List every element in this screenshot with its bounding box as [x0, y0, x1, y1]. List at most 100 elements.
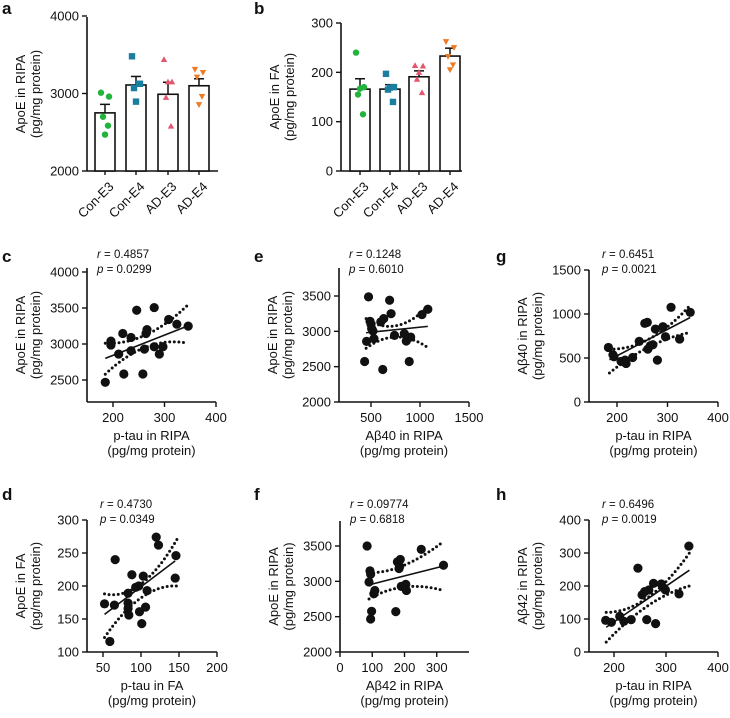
- y-tick-label: 2000: [302, 395, 331, 410]
- y-axis-label: (pg/mg protein): [28, 50, 43, 138]
- data-point: [119, 369, 129, 379]
- data-point: [154, 349, 164, 359]
- x-tick-label: 300: [657, 410, 679, 425]
- bar: [125, 84, 147, 172]
- data-point: [167, 122, 175, 129]
- x-tick-label: 100: [130, 660, 152, 675]
- x-tick-label: 400: [707, 410, 729, 425]
- y-tick-label: 150: [57, 612, 79, 627]
- data-point: [366, 569, 376, 579]
- data-point: [360, 356, 370, 367]
- data-point: [135, 80, 143, 88]
- data-point: [419, 62, 427, 69]
- ci-lower-band: [367, 584, 445, 601]
- data-point: [124, 610, 134, 620]
- p-value-label: p = 0.0021: [601, 264, 657, 276]
- data-point: [385, 295, 395, 305]
- data-point: [666, 302, 676, 312]
- r-value-label: r = 0.4857: [97, 249, 149, 261]
- data-point: [128, 53, 136, 60]
- y-axis-label: (pg/mg protein): [282, 53, 297, 141]
- y-axis-label: ApoE in FA: [267, 64, 282, 129]
- panel-letter: h: [496, 485, 506, 504]
- data-point: [449, 62, 457, 69]
- x-axis-label: p-tau in RIPA: [615, 678, 692, 693]
- regression-line: [104, 325, 188, 360]
- data-point: [100, 377, 110, 387]
- x-tick-label: 1500: [455, 410, 484, 425]
- x-axis-label: p-tau in RIPA: [113, 428, 190, 443]
- x-tick-label: 200: [606, 410, 628, 425]
- y-axis-label: (pg/mg protein): [530, 292, 545, 380]
- bar: [408, 75, 430, 172]
- x-tick-label: 1000: [406, 410, 435, 425]
- data-point: [390, 83, 398, 91]
- y-tick-label: 500: [559, 351, 581, 366]
- data-point: [132, 98, 140, 105]
- data-point: [633, 563, 643, 573]
- data-point: [411, 62, 419, 68]
- y-tick-label: 200: [559, 579, 581, 594]
- y-tick-label: 300: [559, 546, 581, 561]
- y-axis-label: (pg/mg protein): [281, 542, 296, 630]
- y-tick-label: 3000: [50, 86, 79, 101]
- r-value-label: r = 0.09774: [350, 499, 409, 511]
- ci-upper-band: [364, 305, 430, 328]
- data-point: [386, 309, 396, 319]
- data-point: [444, 53, 452, 60]
- y-axis-label: ApoE in RIPA: [266, 547, 281, 626]
- x-axis-label: (pg/mg protein): [360, 693, 448, 708]
- data-point: [172, 319, 182, 329]
- data-point: [104, 122, 112, 129]
- x-tick-label: AD-E4: [173, 179, 211, 217]
- data-point: [199, 70, 207, 76]
- y-tick-label: 100: [559, 612, 581, 627]
- data-point: [642, 615, 652, 625]
- x-tick-label: 200: [102, 410, 124, 425]
- data-point: [644, 585, 654, 595]
- data-point: [416, 544, 426, 554]
- data-point: [415, 69, 423, 75]
- y-tick-label: 4000: [50, 9, 79, 24]
- data-point: [386, 84, 394, 91]
- y-tick-label: 4000: [50, 265, 79, 280]
- p-value-label: p = 0.6010: [348, 264, 404, 276]
- data-point: [684, 541, 694, 551]
- data-point: [368, 326, 378, 336]
- data-point: [164, 78, 172, 85]
- data-point: [101, 131, 109, 138]
- data-point: [354, 91, 362, 98]
- x-tick-label: 200: [394, 660, 416, 675]
- panel-letter: c: [2, 247, 11, 266]
- data-point: [642, 317, 652, 327]
- data-point: [379, 314, 389, 324]
- p-value-label: p = 0.6818: [349, 514, 405, 526]
- y-tick-label: 3000: [302, 324, 331, 339]
- y-tick-label: 250: [57, 546, 79, 561]
- data-point: [418, 89, 426, 96]
- bar: [157, 93, 179, 172]
- y-axis-label: ApoE in RIPA: [265, 295, 280, 374]
- regression-line: [366, 325, 428, 334]
- y-axis-label: (pg/mg protein): [28, 291, 43, 379]
- panel-a: a 2000 3000 4000 ApoE in RIPA (pg/mg protein)…: [2, 0, 218, 221]
- data-point: [651, 619, 661, 629]
- y-tick-label: 1000: [552, 307, 581, 322]
- data-point: [171, 551, 181, 561]
- data-point: [359, 111, 367, 118]
- data-point: [413, 76, 421, 82]
- y-axis-label: Aβ40 in RIPA: [515, 297, 530, 375]
- p-value-label: p = 0.0349: [99, 514, 155, 526]
- panel-letter: e: [254, 247, 263, 266]
- y-tick-label: 1500: [552, 263, 581, 278]
- data-point: [170, 573, 180, 583]
- r-value-label: r = 0.6496: [602, 499, 654, 511]
- y-tick-label: 100: [57, 645, 79, 660]
- bar: [94, 112, 116, 172]
